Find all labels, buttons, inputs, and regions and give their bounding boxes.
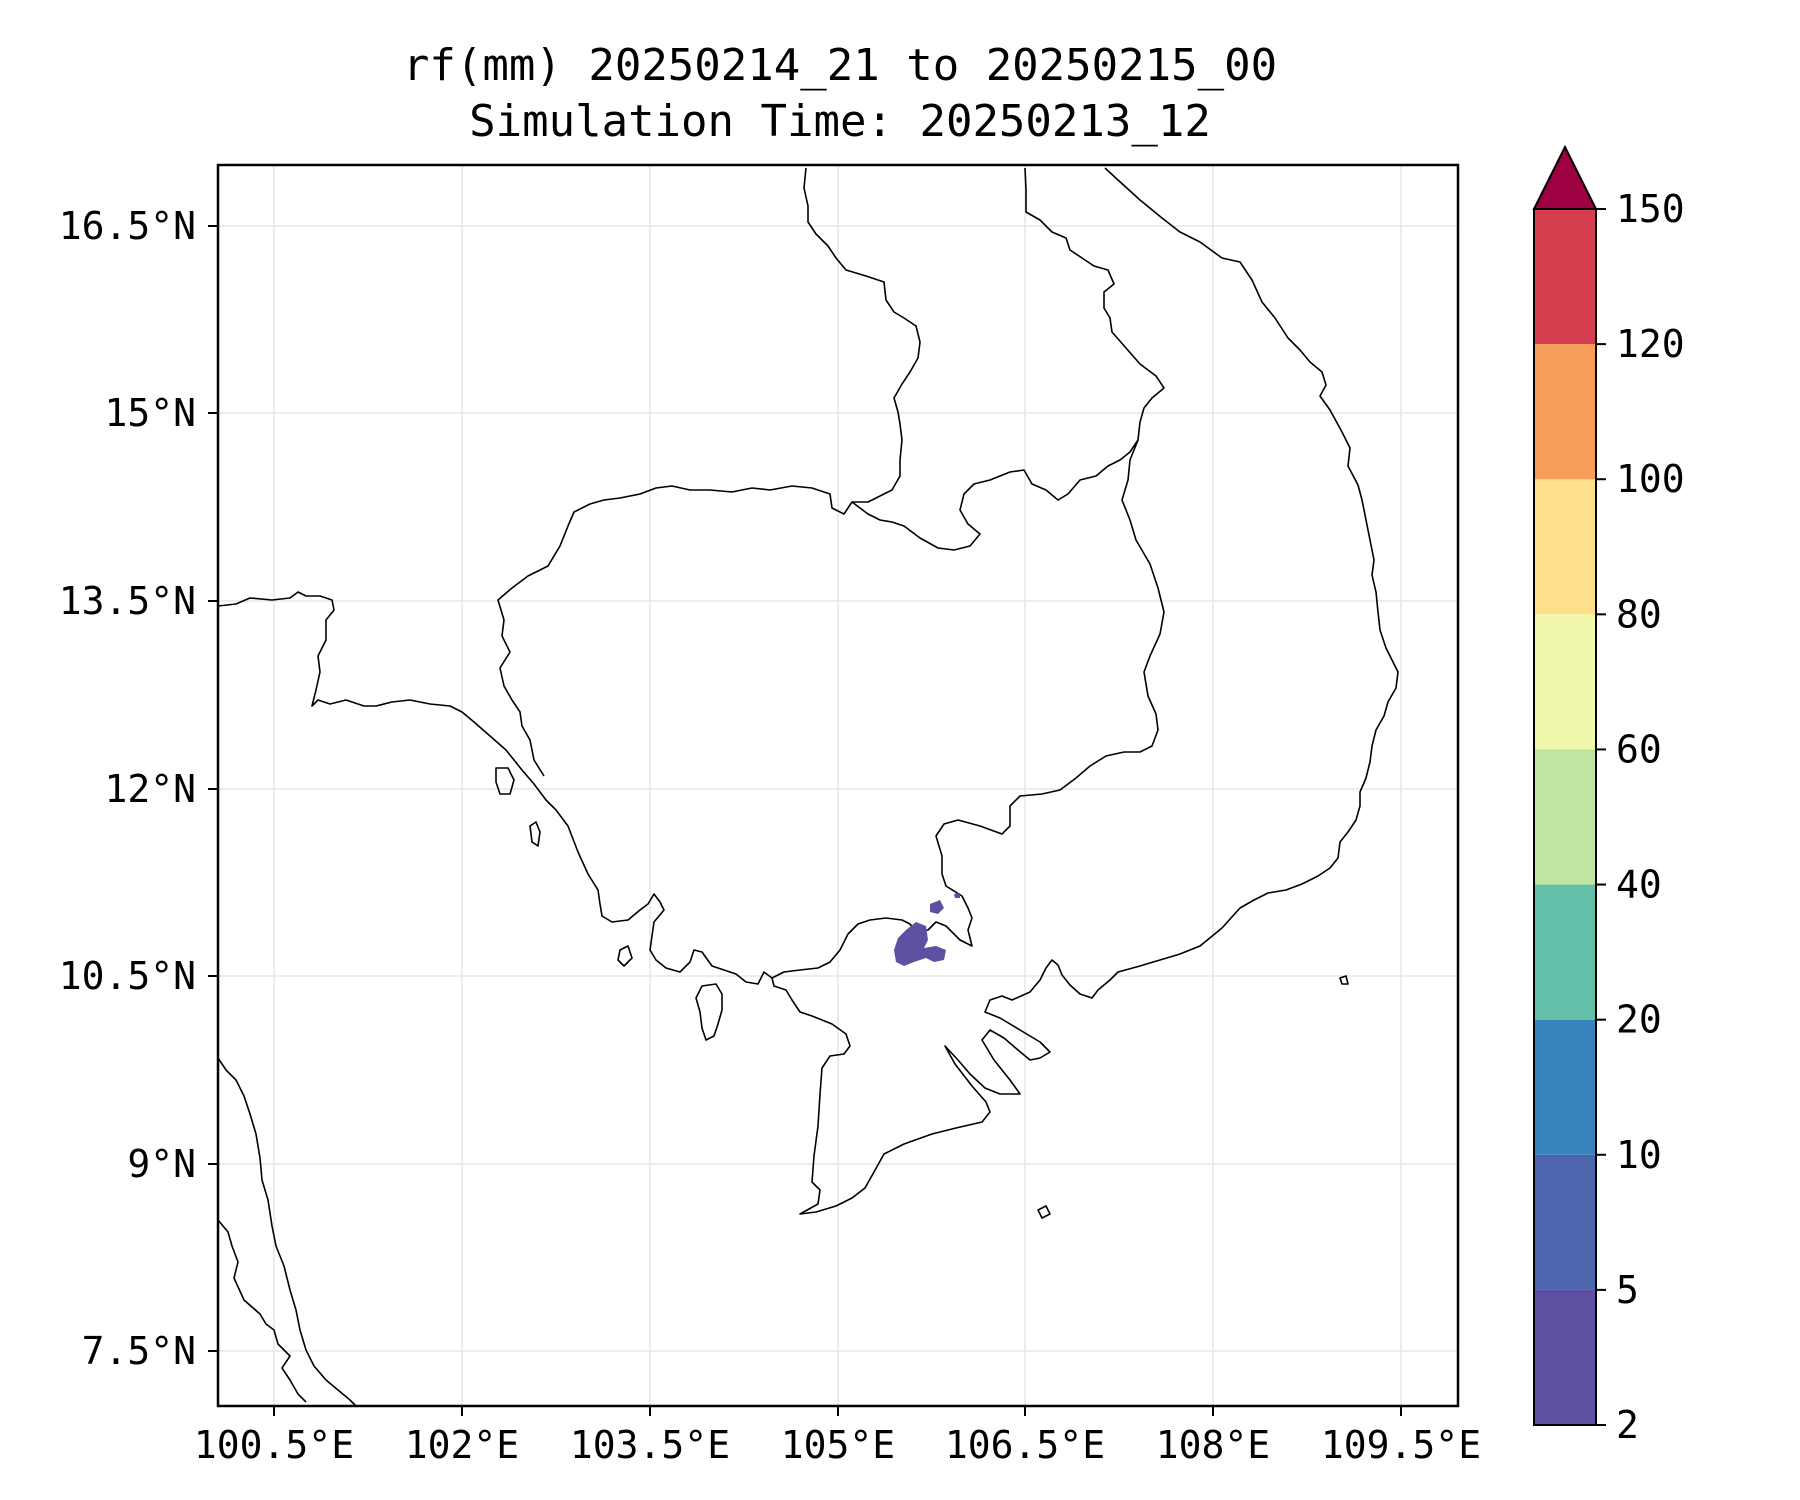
thailand-south-coast — [217, 1219, 307, 1403]
x-tick-label: 108°E — [1156, 1423, 1270, 1467]
koh-kong-island — [495, 767, 515, 795]
x-tick-label: 100.5°E — [194, 1423, 354, 1467]
rain-area-2-5mm — [894, 922, 946, 966]
laos-vietnam-border — [851, 167, 1165, 551]
colorbar-tick-label: 20 — [1616, 998, 1662, 1042]
colorbar-bin — [1534, 1289, 1596, 1425]
x-tick-label: 103.5°E — [570, 1423, 730, 1467]
title-line-1: rf(mm) 20250214_21 to 20250215_00 — [403, 40, 1277, 91]
colorbar-bin — [1534, 209, 1596, 345]
colorbar-frame — [1533, 208, 1597, 1426]
x-tick-label: 102°E — [405, 1423, 519, 1467]
koh-rong-island — [617, 945, 633, 967]
title-line-2: Simulation Time: 20250213_12 — [469, 96, 1211, 147]
x-tick-label: 105°E — [781, 1423, 895, 1467]
small-island-a — [529, 821, 541, 847]
thailand-cambodia-border — [497, 167, 921, 777]
colorbar-tick-label: 100 — [1616, 457, 1685, 501]
phu-quoc-island — [695, 983, 723, 1041]
rain-area-2-5mm-dot — [954, 893, 960, 898]
colorbar-tick-label: 80 — [1616, 592, 1662, 636]
mekong-delta-coast — [217, 591, 1051, 1215]
colorbar-tick-label: 40 — [1616, 863, 1662, 907]
coastlines-borders — [217, 167, 1399, 1407]
colorbar-bin — [1534, 1154, 1596, 1290]
y-tick-label: 12°N — [104, 767, 196, 811]
thailand-west-coast — [217, 1057, 357, 1407]
colorbar-tick-label: 60 — [1616, 727, 1662, 771]
colorbar-tick-label: 150 — [1616, 187, 1685, 231]
colorbar-tick-label: 2 — [1616, 1403, 1639, 1447]
colorbar-bin — [1534, 749, 1596, 885]
rainfall-contours — [894, 893, 960, 966]
rain-area-2-5mm-small — [930, 900, 944, 914]
y-tick-label: 13.5°N — [59, 579, 196, 623]
y-tick-label: 15°N — [104, 391, 196, 435]
colorbar-bin — [1534, 344, 1596, 480]
con-dao-island — [1037, 1205, 1051, 1219]
vietnam-coastline — [1045, 167, 1399, 999]
cambodia-vietnam-border — [771, 439, 1165, 979]
gridlines — [218, 165, 1458, 1406]
y-axis: 16.5°N 15°N 13.5°N 12°N 10.5°N 9°N 7.5°N — [59, 204, 218, 1373]
colorbar-tick-label: 5 — [1616, 1268, 1639, 1312]
colorbar-bin — [1534, 1019, 1596, 1155]
map-panel — [216, 163, 1460, 1408]
y-tick-label: 16.5°N — [59, 204, 196, 248]
colorbar-bin — [1534, 479, 1596, 615]
colorbar: 2 5 10 20 40 60 80 100 120 150 — [1532, 144, 1685, 1447]
x-tick-label: 106.5°E — [945, 1423, 1105, 1467]
colorbar-extend-arrow — [1532, 144, 1598, 210]
y-tick-label: 9°N — [127, 1142, 196, 1186]
colorbar-bin — [1534, 614, 1596, 750]
colorbar-tick-label: 120 — [1616, 322, 1685, 366]
x-axis: 100.5°E 102°E 103.5°E 105°E 106.5°E 108°… — [194, 1406, 1481, 1467]
y-tick-label: 10.5°N — [59, 954, 196, 998]
colorbar-tick-label: 10 — [1616, 1133, 1662, 1177]
small-island-b — [1339, 975, 1349, 985]
y-tick-label: 7.5°N — [82, 1329, 196, 1373]
x-tick-label: 109.5°E — [1321, 1423, 1481, 1467]
colorbar-bin — [1534, 884, 1596, 1020]
